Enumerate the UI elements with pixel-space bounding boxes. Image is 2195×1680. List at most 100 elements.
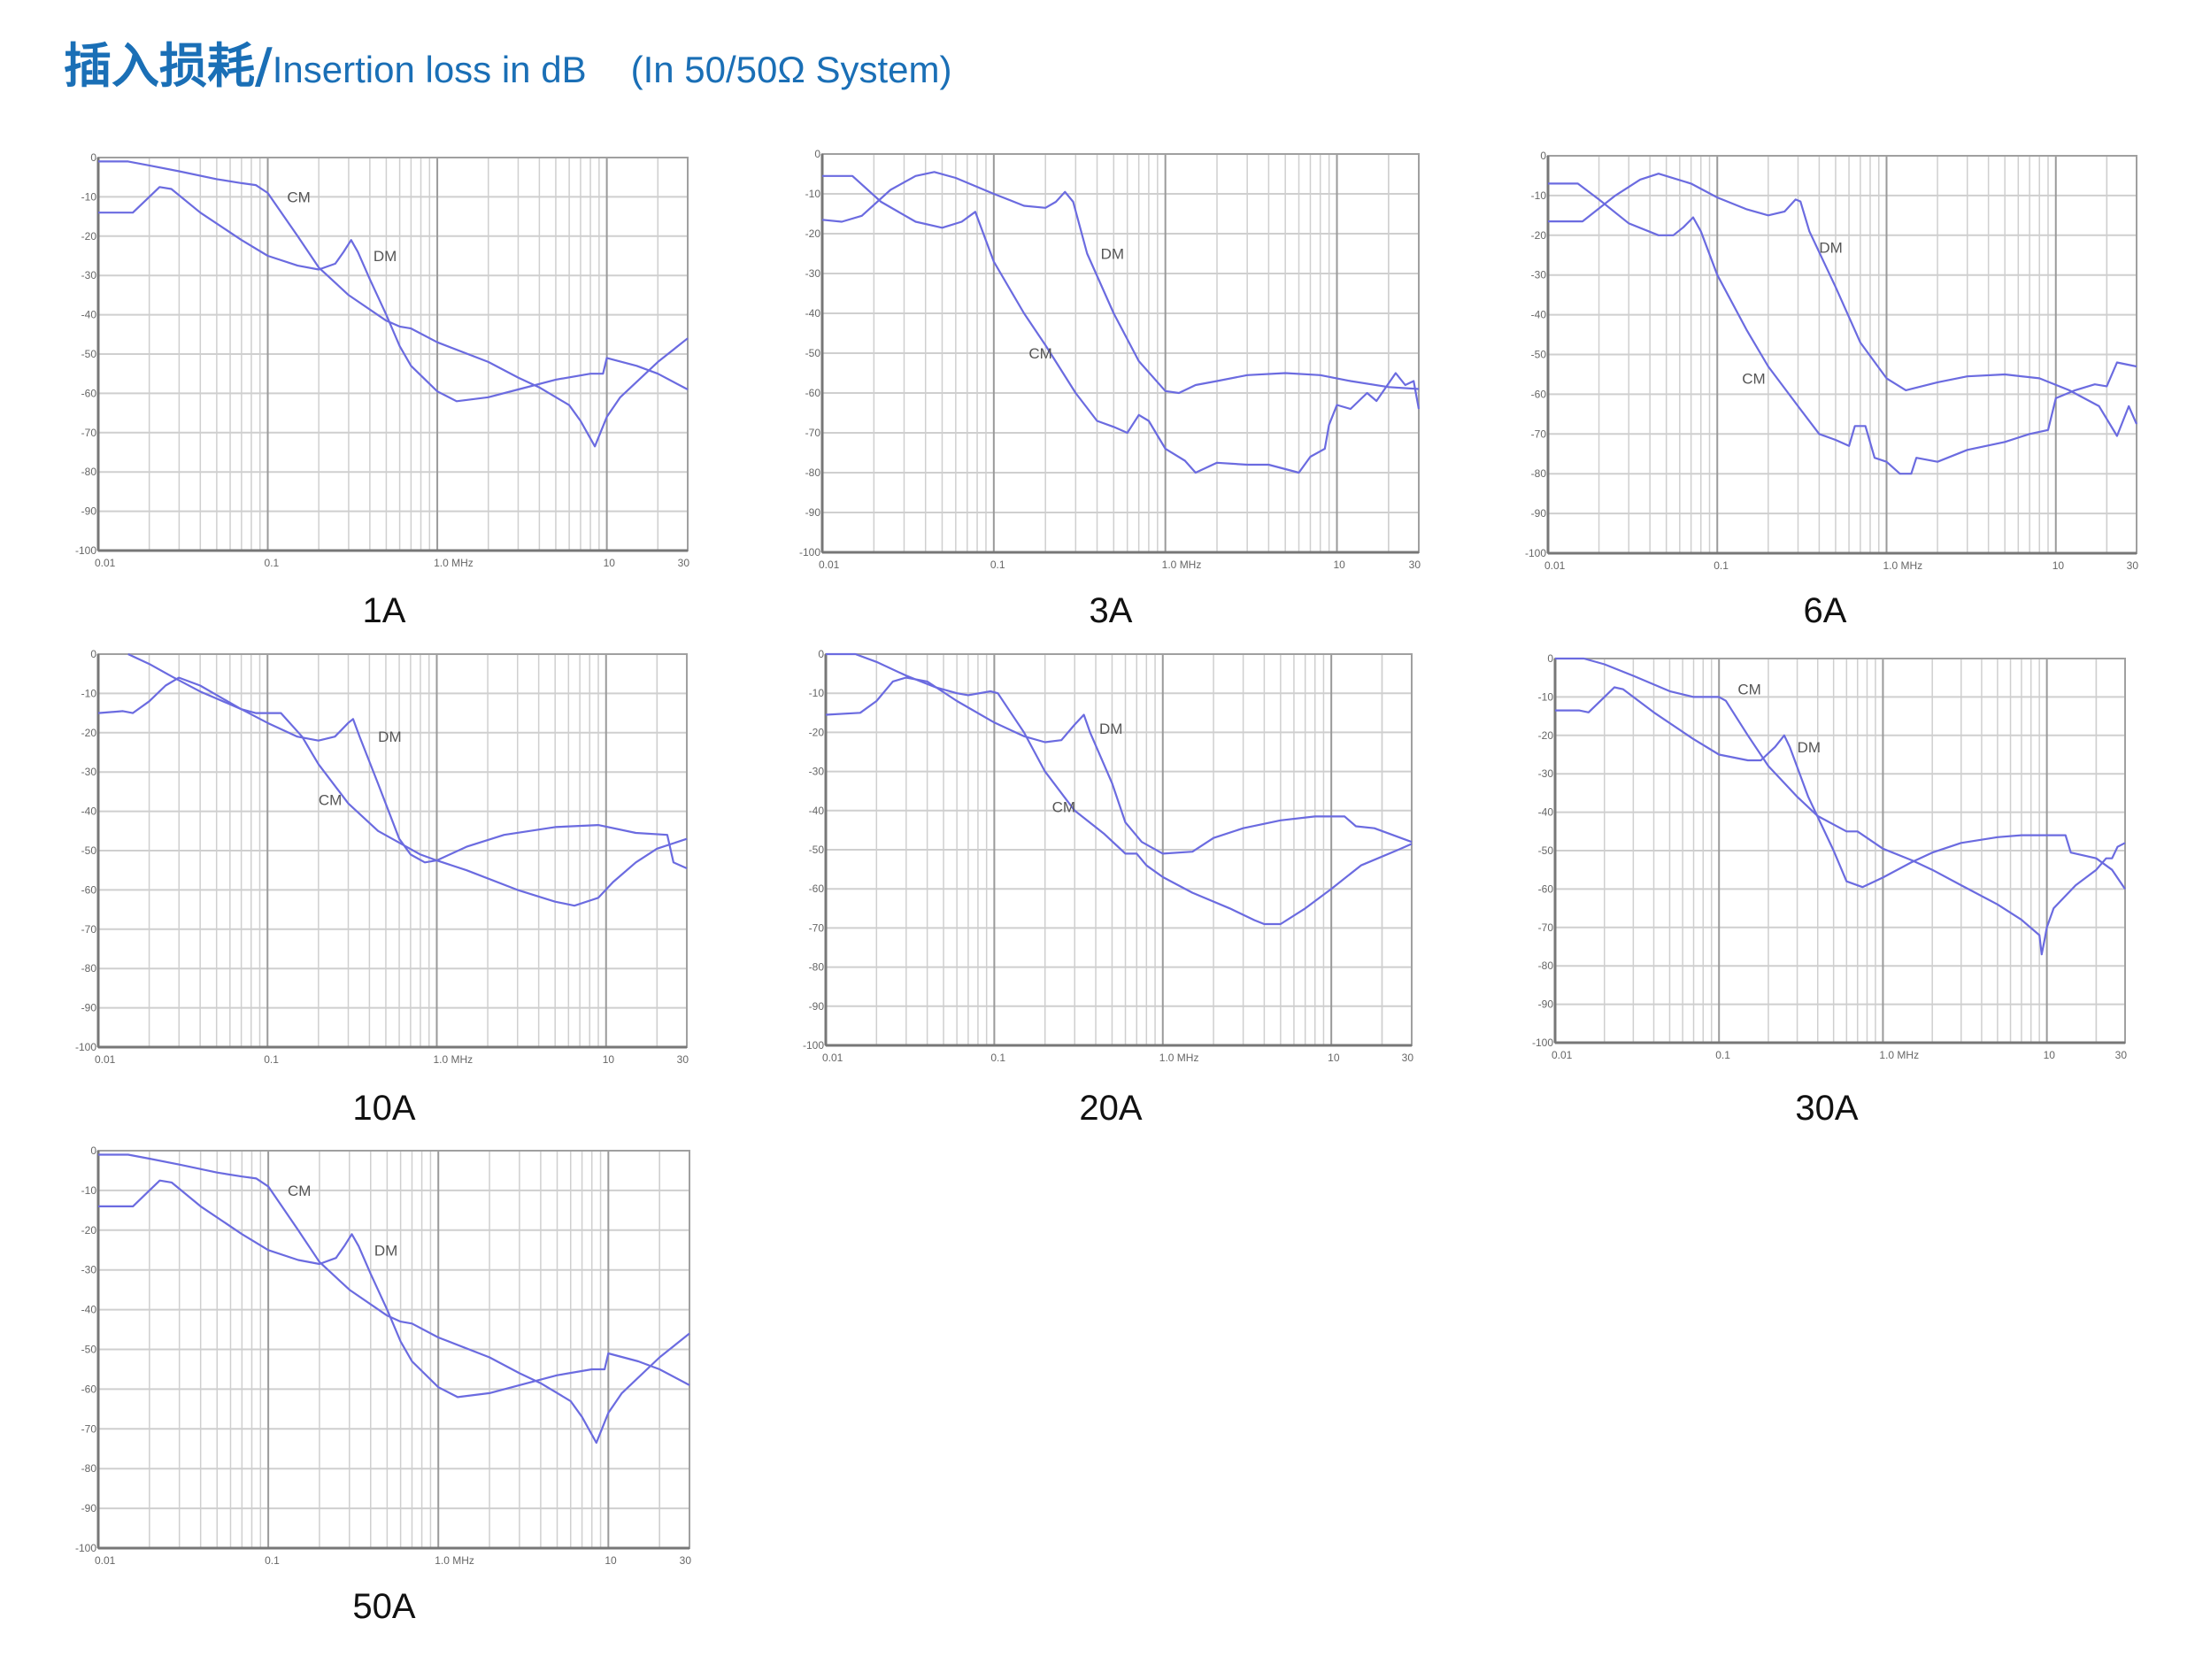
x-tick-label: 10 bbox=[1334, 559, 1346, 571]
x-tick-label: 10 bbox=[605, 1554, 617, 1567]
series-line-dm bbox=[821, 171, 1420, 395]
series-line-dm bbox=[98, 186, 689, 403]
insertion-loss-chart: 0 -10 -20 -30 -40 -50 -60 -70 -80 -90 -100 0.01 0.1 1… bbox=[75, 151, 689, 569]
y-tick-label: -80 bbox=[1531, 467, 1547, 480]
y-tick-label: -50 bbox=[1531, 349, 1547, 361]
y-tick-label: -50 bbox=[81, 348, 97, 360]
y-tick-label: 0 bbox=[90, 151, 96, 164]
y-tick-label: 0 bbox=[1540, 150, 1546, 162]
chart-current-label: 1A bbox=[362, 591, 406, 630]
chart-current-label: 10A bbox=[352, 1089, 416, 1128]
chart-current-label: 3A bbox=[1089, 591, 1133, 630]
series-line-cm bbox=[826, 652, 1413, 926]
x-tick-label: 10 bbox=[604, 557, 616, 569]
y-tick-label: -100 bbox=[803, 1039, 824, 1052]
insertion-loss-chart: 0 -10 -20 -30 -40 -50 -60 -70 -80 -90 -100 0.01 0.1 1… bbox=[1532, 652, 2127, 1061]
annotation-cm: CM bbox=[288, 1183, 311, 1199]
annotation-dm: DM bbox=[1101, 246, 1124, 263]
y-tick-label: -70 bbox=[81, 1422, 97, 1435]
y-tick-label: -10 bbox=[81, 1184, 97, 1197]
series-line-cm bbox=[822, 174, 1421, 474]
annotation-cm: CM bbox=[319, 791, 342, 808]
x-tick-label: 10 bbox=[2044, 1049, 2056, 1061]
x-tick-label: 10 bbox=[603, 1053, 615, 1066]
insertion-loss-chart: 0 -10 -20 -30 -40 -50 -60 -70 -80 -90 -100 0.01 0.1 1… bbox=[75, 648, 689, 1066]
y-tick-label: 0 bbox=[814, 148, 820, 160]
y-tick-label: 0 bbox=[90, 648, 96, 660]
x-tick-label: 10 bbox=[1328, 1052, 1340, 1064]
x-tick-label: 1.0 MHz bbox=[434, 1053, 474, 1066]
chart-current-label: 20A bbox=[1079, 1089, 1143, 1128]
x-tick-label: 0.1 bbox=[265, 557, 280, 569]
annotation-cm: CM bbox=[1742, 370, 1765, 387]
title-system: (In 50/50Ω System) bbox=[630, 49, 952, 90]
y-tick-label: -40 bbox=[805, 307, 821, 320]
y-tick-label: -20 bbox=[81, 230, 97, 243]
y-tick-label: -20 bbox=[809, 726, 825, 738]
y-tick-label: -70 bbox=[809, 921, 825, 934]
y-tick-label: -40 bbox=[81, 1304, 97, 1316]
y-tick-label: -40 bbox=[81, 309, 97, 321]
y-tick-label: -60 bbox=[1538, 882, 1554, 895]
series-line-cm bbox=[98, 1153, 690, 1445]
y-tick-label: -20 bbox=[1538, 729, 1554, 742]
y-tick-label: -80 bbox=[1538, 959, 1554, 972]
y-tick-label: -30 bbox=[81, 269, 97, 281]
y-tick-label: -40 bbox=[1538, 806, 1554, 819]
y-tick-label: -90 bbox=[81, 1002, 97, 1014]
y-tick-label: -80 bbox=[81, 1462, 97, 1475]
y-tick-label: -100 bbox=[75, 544, 96, 557]
y-tick-label: -60 bbox=[809, 882, 825, 895]
y-tick-label: -70 bbox=[81, 923, 97, 936]
y-tick-label: -60 bbox=[81, 387, 97, 399]
x-tick-label: 30 bbox=[1409, 559, 1421, 571]
y-tick-label: 0 bbox=[1547, 652, 1553, 665]
y-tick-label: 0 bbox=[818, 648, 824, 660]
y-tick-label: -90 bbox=[81, 505, 97, 518]
y-tick-label: -80 bbox=[809, 961, 825, 974]
x-tick-label: 0.01 bbox=[1544, 559, 1566, 572]
y-tick-label: -90 bbox=[809, 1000, 825, 1013]
x-tick-label: 30 bbox=[677, 1053, 689, 1066]
y-tick-label: -10 bbox=[809, 687, 825, 699]
title-english: Insertion loss in dB bbox=[272, 49, 587, 90]
x-tick-label: 10 bbox=[2053, 559, 2065, 572]
title-chinese: 插入损耗/ bbox=[64, 38, 273, 94]
insertion-loss-chart: 0 -10 -20 -30 -40 -50 -60 -70 -80 -90 -100 0.01 0.1 1… bbox=[803, 648, 1413, 1064]
x-tick-label: 0.01 bbox=[819, 559, 840, 571]
x-tick-label: 1.0 MHz bbox=[1162, 559, 1202, 571]
y-tick-label: -40 bbox=[81, 805, 97, 818]
y-tick-label: -80 bbox=[805, 466, 821, 479]
y-tick-label: 0 bbox=[90, 1144, 96, 1157]
x-tick-label: 0.01 bbox=[95, 1053, 116, 1066]
y-tick-label: -30 bbox=[1538, 767, 1554, 780]
y-tick-label: -10 bbox=[805, 188, 821, 200]
x-tick-label: 0.1 bbox=[990, 1052, 1005, 1064]
y-tick-label: -30 bbox=[81, 766, 97, 778]
x-tick-label: 0.1 bbox=[990, 559, 1005, 571]
y-tick-label: -20 bbox=[81, 1224, 97, 1237]
series-line-dm bbox=[97, 676, 688, 870]
y-tick-label: -70 bbox=[805, 427, 821, 439]
annotation-dm: DM bbox=[374, 248, 397, 265]
y-tick-label: -50 bbox=[809, 844, 825, 856]
annotation-cm: CM bbox=[1052, 798, 1075, 815]
y-tick-label: -100 bbox=[75, 1542, 96, 1554]
x-tick-label: 1.0 MHz bbox=[1159, 1052, 1199, 1064]
y-tick-label: -60 bbox=[81, 1383, 97, 1395]
y-tick-label: -10 bbox=[1531, 189, 1547, 202]
series-line-dm bbox=[98, 1179, 690, 1399]
y-tick-label: -10 bbox=[81, 687, 97, 699]
y-tick-label: -70 bbox=[1531, 428, 1547, 440]
series-line-cm bbox=[98, 160, 689, 448]
y-tick-label: -100 bbox=[75, 1041, 96, 1053]
y-tick-label: -30 bbox=[81, 1264, 97, 1276]
x-tick-label: 1.0 MHz bbox=[435, 1554, 474, 1567]
chart-current-label: 50A bbox=[352, 1587, 416, 1626]
y-tick-label: -50 bbox=[805, 347, 821, 359]
